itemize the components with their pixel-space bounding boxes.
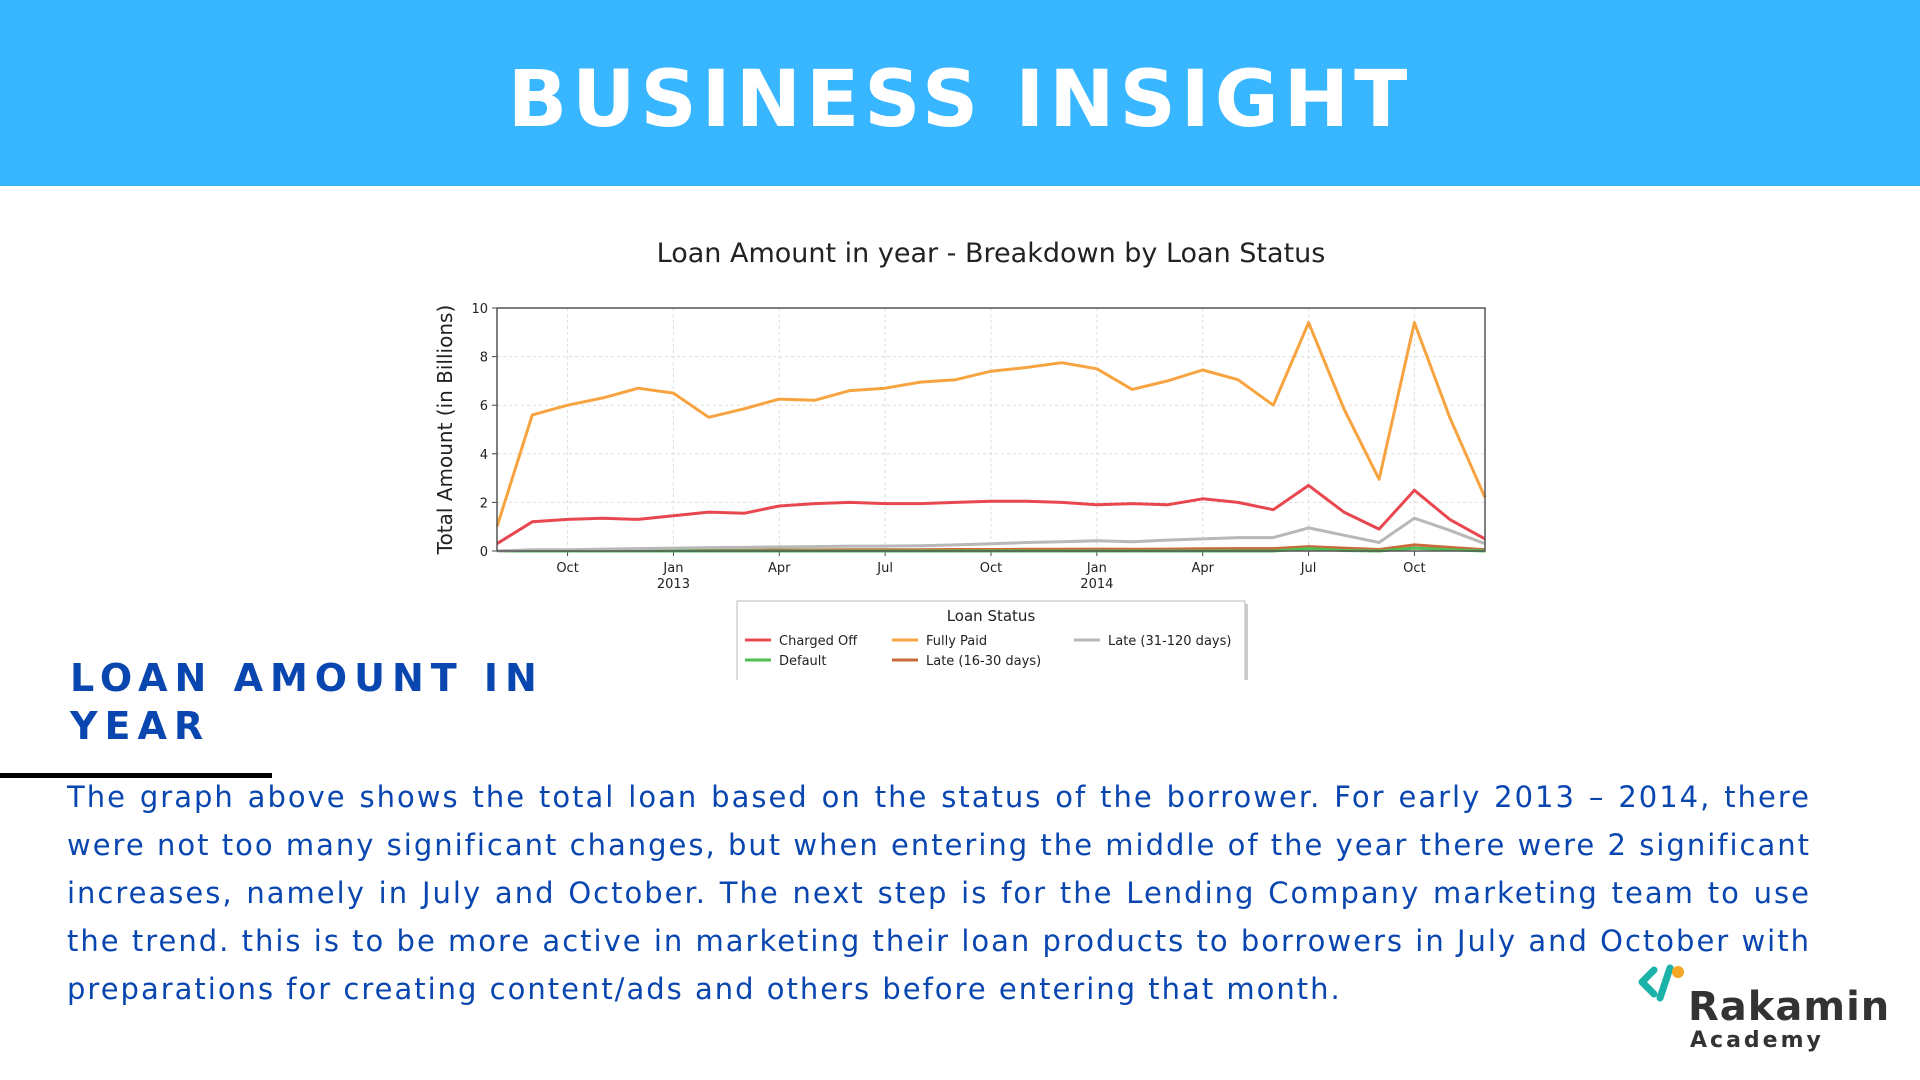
legend-label: Default — [779, 654, 827, 669]
y-tick-label: 10 — [471, 302, 488, 317]
x-tick-sublabel: 2014 — [1080, 577, 1113, 592]
legend-box — [736, 600, 1246, 680]
legend-title: Loan Status — [947, 607, 1036, 625]
series-line-charged-off — [496, 483, 1486, 545]
legend-label: Late (16-30 days) — [926, 654, 1041, 669]
section-divider — [0, 773, 272, 778]
rakamin-logo: Rakamin Academy — [1636, 964, 1889, 1064]
logo-subtitle: Academy — [1690, 1028, 1824, 1053]
x-tick-sublabel: 2013 — [657, 577, 690, 592]
legend-label: Charged Off — [779, 634, 858, 649]
y-tick-label: 2 — [480, 496, 488, 511]
x-tick-label: Apr — [768, 561, 791, 576]
x-tick-label: Jan — [1086, 561, 1107, 576]
code-brackets-icon — [1638, 964, 1684, 1002]
x-tick-label: Apr — [1191, 561, 1214, 576]
series-line-fully-paid — [495, 321, 1487, 528]
section-title: LOAN AMOUNT IN YEAR — [70, 656, 544, 748]
header-banner: BUSINESS INSIGHT — [0, 0, 1920, 186]
y-tick-label: 6 — [480, 399, 488, 414]
x-tick-label: Oct — [556, 561, 578, 576]
x-tick-label: Jan — [662, 561, 683, 576]
y-tick-label: 0 — [480, 545, 488, 560]
x-tick-label: Oct — [1403, 561, 1425, 576]
x-tick-label: Jul — [1300, 561, 1317, 576]
loan-amount-chart: Loan Amount in year - Breakdown by Loan … — [433, 238, 1487, 680]
series-line-late-31-120-days — [496, 516, 1486, 553]
plot-frame — [496, 307, 1486, 552]
logo-name: Rakamin — [1688, 984, 1891, 1030]
chart-title: Loan Amount in year - Breakdown by Loan … — [657, 238, 1326, 269]
y-tick-label: 4 — [480, 448, 488, 463]
page-title: BUSINESS INSIGHT — [507, 55, 1413, 145]
y-axis-label: Total Amount (in Billions) — [433, 305, 457, 556]
insight-paragraph: The graph above shows the total loan bas… — [67, 780, 1811, 1006]
x-tick-label: Jul — [876, 561, 893, 576]
x-tick-label: Oct — [980, 561, 1002, 576]
legend-label: Late (31-120 days) — [1108, 634, 1231, 649]
y-tick-label: 8 — [480, 351, 488, 366]
legend-label: Fully Paid — [926, 634, 987, 649]
